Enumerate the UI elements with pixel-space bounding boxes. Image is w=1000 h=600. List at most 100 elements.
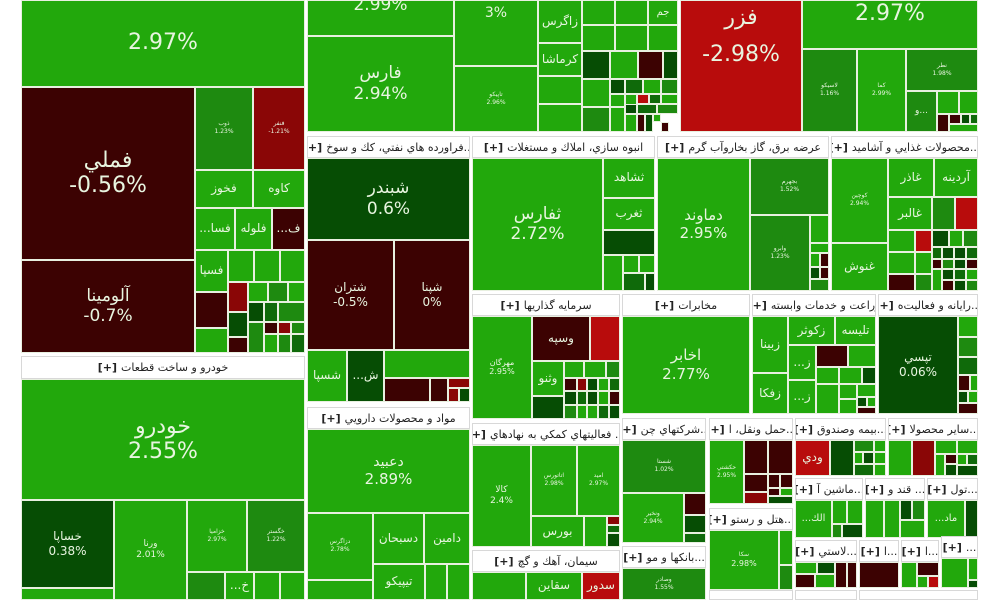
tile-small[interactable] bbox=[958, 316, 978, 337]
tile-small[interactable] bbox=[917, 576, 928, 588]
tile-small[interactable] bbox=[816, 384, 839, 414]
tile-small[interactable] bbox=[195, 328, 228, 353]
sector-header-a2[interactable]: ...ا [+] bbox=[901, 540, 939, 562]
tile-ghalbar[interactable]: غالبر bbox=[888, 197, 932, 230]
tile-small[interactable] bbox=[425, 564, 447, 600]
tile-small[interactable] bbox=[912, 440, 935, 476]
tile-small[interactable] bbox=[228, 282, 248, 312]
tile-small[interactable] bbox=[810, 267, 820, 279]
tile-small[interactable] bbox=[280, 572, 305, 600]
tile-small[interactable] bbox=[935, 440, 957, 454]
tile-shetran[interactable]: شتران -0.5% bbox=[307, 240, 394, 350]
tile-small[interactable] bbox=[888, 252, 915, 274]
tile-small[interactable] bbox=[264, 334, 278, 353]
expand-icon[interactable]: [+] bbox=[865, 482, 885, 496]
tile-small[interactable] bbox=[637, 94, 649, 104]
tile-small[interactable] bbox=[609, 405, 620, 419]
tile-small[interactable] bbox=[901, 562, 917, 588]
tile-small[interactable] bbox=[810, 243, 829, 253]
expand-icon[interactable]: [+] bbox=[307, 140, 323, 154]
tile-small[interactable] bbox=[610, 51, 638, 79]
tile-small[interactable] bbox=[915, 274, 932, 291]
tile-hkeshti[interactable]: حكشتي 2.95% bbox=[709, 440, 744, 504]
tile-khgostar[interactable]: خگستر 1.22% bbox=[247, 500, 305, 572]
tile-small[interactable] bbox=[187, 572, 225, 600]
tile-small[interactable] bbox=[744, 474, 768, 492]
expand-icon[interactable]: [+] bbox=[752, 298, 767, 312]
sector-header-it[interactable]: ...رايانه و فعاليت‌ه[+] bbox=[878, 294, 978, 316]
tile-small[interactable] bbox=[857, 397, 867, 407]
tile-mehregan[interactable]: مهرگان 2.95% bbox=[472, 316, 532, 419]
tile-small[interactable] bbox=[888, 230, 915, 252]
tile-small[interactable] bbox=[863, 452, 874, 464]
tile-small[interactable] bbox=[645, 114, 653, 132]
tile-small[interactable] bbox=[291, 322, 305, 334]
tile-small[interactable] bbox=[448, 378, 470, 388]
tile-small[interactable] bbox=[288, 282, 305, 302]
tile-small[interactable] bbox=[963, 230, 978, 247]
tile-small[interactable] bbox=[955, 197, 978, 230]
tile-small[interactable] bbox=[949, 124, 978, 132]
tile-small[interactable] bbox=[780, 488, 793, 496]
tile-alk[interactable]: ...الك bbox=[795, 500, 832, 538]
tile-vsanu[interactable]: وثنو bbox=[532, 361, 564, 396]
sector-header-other[interactable]: ...ساير محصولا [+] bbox=[888, 418, 978, 440]
tile-small[interactable] bbox=[810, 215, 829, 243]
tile-small[interactable] bbox=[643, 79, 661, 94]
expand-icon[interactable]: [+] bbox=[879, 298, 894, 312]
tile-small[interactable] bbox=[603, 255, 623, 291]
tile-small[interactable] bbox=[661, 79, 678, 94]
tile-small[interactable] bbox=[857, 407, 876, 414]
tile-zfka[interactable]: زفكا bbox=[752, 373, 788, 414]
sector-header-dots[interactable]: ... [+] bbox=[941, 536, 978, 558]
tile-small[interactable] bbox=[768, 496, 793, 504]
tile-small[interactable] bbox=[954, 280, 966, 291]
tile-small[interactable] bbox=[254, 572, 280, 600]
tile-small[interactable] bbox=[280, 250, 305, 282]
tile-small[interactable] bbox=[912, 500, 925, 520]
tile-small[interactable] bbox=[623, 273, 645, 291]
tile-small[interactable] bbox=[447, 564, 470, 600]
tile-small[interactable] bbox=[637, 104, 657, 114]
tile-small[interactable] bbox=[590, 316, 620, 361]
tile-small[interactable] bbox=[582, 79, 610, 107]
tile-small[interactable] bbox=[615, 25, 648, 51]
tile-small[interactable] bbox=[816, 367, 839, 384]
tile-small[interactable] bbox=[472, 572, 526, 600]
tile-small[interactable] bbox=[538, 76, 582, 104]
tile-kaveh[interactable]: كاوه bbox=[253, 170, 305, 208]
sector-header-transport[interactable]: ...حمل ونقل، ا[+] bbox=[709, 418, 793, 440]
tile-mad[interactable]: ...ماد bbox=[927, 500, 965, 538]
tile-vsepah[interactable]: وسپه bbox=[532, 316, 590, 361]
tile-small[interactable] bbox=[867, 397, 876, 407]
tile-small[interactable] bbox=[832, 524, 842, 538]
tile-small[interactable] bbox=[854, 452, 863, 464]
tile-sh[interactable]: ...ش bbox=[347, 350, 384, 402]
tile-small[interactable] bbox=[900, 520, 925, 538]
tile-damin[interactable]: دامين bbox=[424, 513, 470, 564]
tile-small[interactable] bbox=[917, 562, 939, 576]
tile-small[interactable] bbox=[884, 500, 900, 538]
tile-299[interactable]: 2.99% bbox=[307, 0, 454, 36]
tile-small[interactable] bbox=[195, 292, 228, 328]
tile-small[interactable] bbox=[900, 500, 912, 520]
tile-small[interactable] bbox=[384, 350, 470, 378]
tile-zkosar[interactable]: زكوثر bbox=[788, 316, 835, 345]
expand-icon[interactable]: [+] bbox=[927, 482, 947, 496]
tile-small[interactable] bbox=[942, 247, 954, 259]
tile-small[interactable] bbox=[935, 454, 945, 476]
tile-ghazar[interactable]: غاذر bbox=[888, 158, 934, 197]
tile-small[interactable] bbox=[842, 524, 863, 538]
tile-small[interactable] bbox=[228, 312, 248, 337]
expand-icon[interactable]: [+] bbox=[709, 512, 727, 526]
tile-small[interactable] bbox=[942, 259, 954, 269]
expand-icon[interactable]: [+] bbox=[795, 422, 814, 436]
tile-small[interactable] bbox=[744, 440, 768, 474]
tile-small[interactable] bbox=[577, 391, 587, 405]
tile-small[interactable] bbox=[949, 230, 963, 247]
tile-small[interactable] bbox=[965, 500, 978, 538]
tile-small[interactable] bbox=[847, 500, 863, 524]
tile-small[interactable] bbox=[839, 367, 862, 384]
tile-small[interactable] bbox=[810, 253, 820, 267]
tile-small[interactable] bbox=[598, 405, 609, 419]
